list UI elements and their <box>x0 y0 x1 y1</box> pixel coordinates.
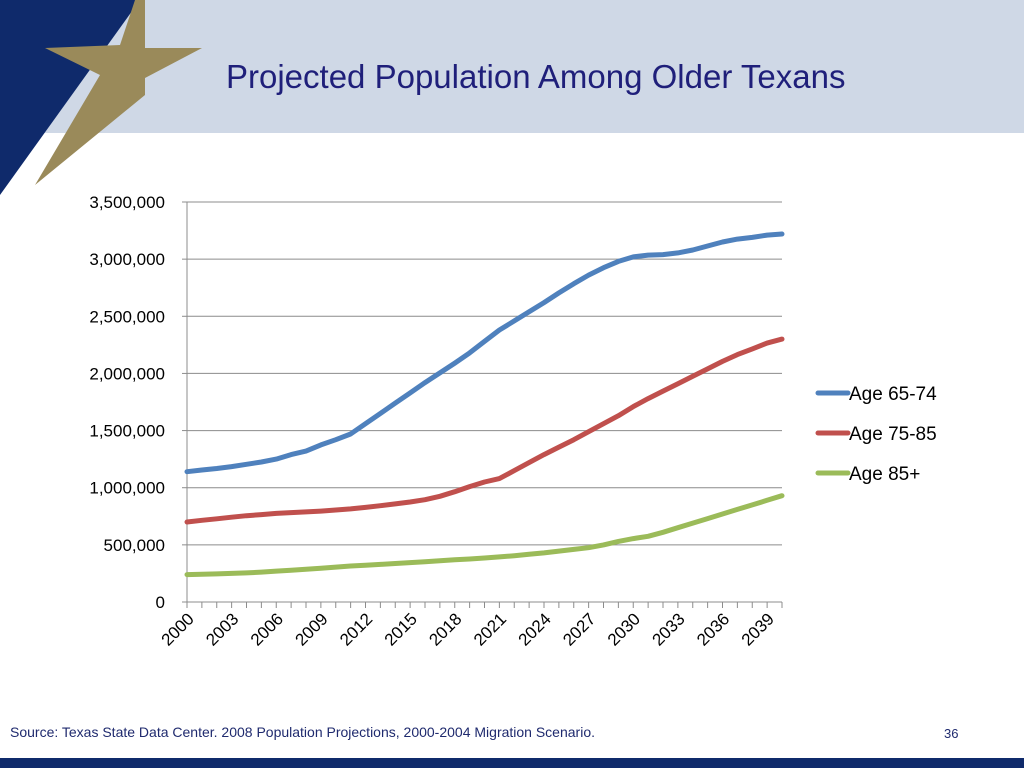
corner-star-logo <box>0 0 202 195</box>
y-tick-label: 2,000,000 <box>89 364 165 383</box>
x-tick-label: 2012 <box>336 609 376 649</box>
x-tick-label: 2027 <box>559 609 599 649</box>
x-tick-label: 2015 <box>381 609 421 649</box>
legend-label: Age 85+ <box>849 464 920 485</box>
y-tick-label: 1,500,000 <box>89 422 165 441</box>
y-tick-label: 2,500,000 <box>89 307 165 326</box>
star-icon <box>35 0 145 185</box>
series-line-3 <box>184 493 785 578</box>
source-note: Source: Texas State Data Center. 2008 Po… <box>10 724 595 740</box>
chart-series <box>184 231 785 578</box>
x-tick-label: 2033 <box>649 609 689 649</box>
x-tick-label: 2003 <box>202 609 242 649</box>
x-tick-label: 2009 <box>292 609 332 649</box>
x-tick-label: 2036 <box>693 609 733 649</box>
y-tick-label: 1,000,000 <box>89 479 165 498</box>
slide-title: Projected Population Among Older Texans <box>226 58 846 95</box>
x-tick-label: 2018 <box>425 609 465 649</box>
x-tick-label: 2021 <box>470 609 510 649</box>
y-axis-tick-labels: 0 500,000 1,000,000 1,500,000 2,000,000 2,500… <box>89 193 165 612</box>
x-tick-label: 2030 <box>604 609 644 649</box>
bottom-bar <box>0 758 1024 768</box>
x-tick-label: 2039 <box>738 609 778 649</box>
x-tick-label: 2006 <box>247 609 287 649</box>
y-tick-label: 0 <box>156 593 165 612</box>
x-tick-label: 2024 <box>515 609 555 649</box>
y-tick-label: 3,500,000 <box>89 193 165 212</box>
y-tick-label: 500,000 <box>104 536 165 555</box>
legend-label: Age 75-85 <box>849 424 937 445</box>
series-line-2 <box>184 336 785 525</box>
chart-legend: Age 65-74 Age 75-85 Age 85+ <box>815 384 937 485</box>
series-line-1 <box>184 231 785 475</box>
chart-gridlines <box>187 201 782 546</box>
population-line-chart: 0 500,000 1,000,000 1,500,000 2,000,000 2,500… <box>89 193 937 650</box>
x-axis-tick-labels: 2000 2003 2006 2009 2012 2015 2018 2021 2024 2027… <box>158 609 778 649</box>
header-band <box>0 0 1024 133</box>
legend-label: Age 65-74 <box>849 384 937 405</box>
page-number: 36 <box>944 726 959 741</box>
x-tick-label: 2000 <box>158 609 198 649</box>
y-tick-label: 3,000,000 <box>89 250 165 269</box>
chart-axes <box>182 201 783 608</box>
